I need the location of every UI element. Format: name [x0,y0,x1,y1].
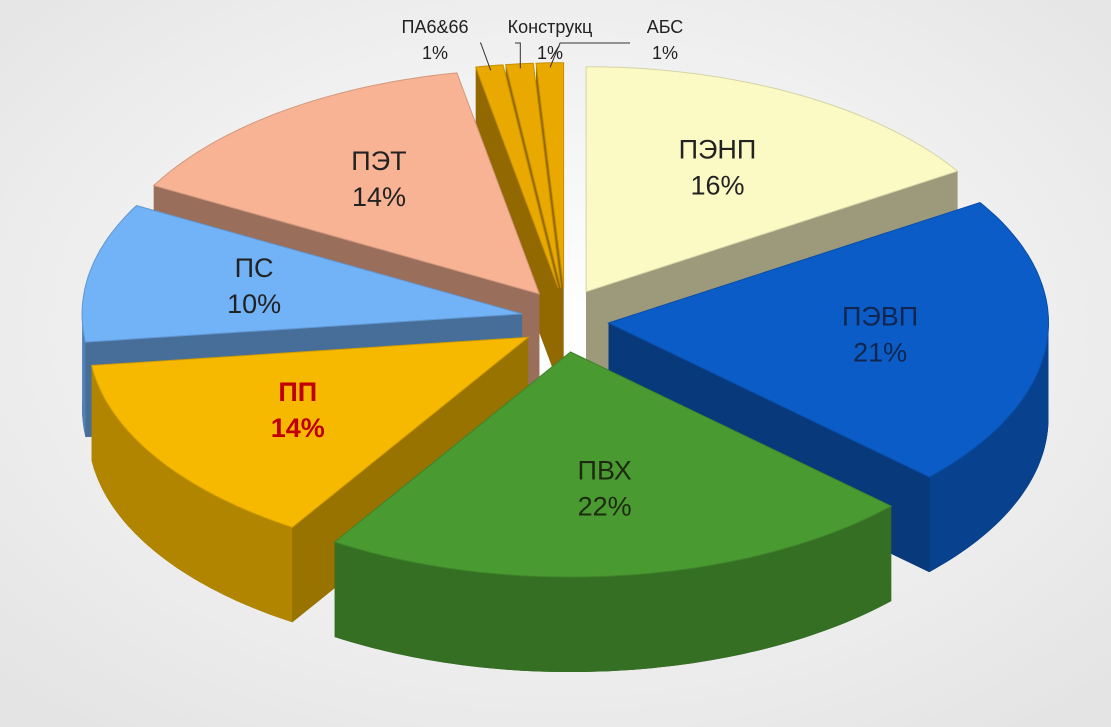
value-label: 1% [537,43,563,63]
value-label: 10% [227,289,281,319]
value-label: 14% [352,182,406,212]
slice-wall [82,313,86,438]
slice-label: ПВХ [578,456,632,486]
slice [90,336,530,528]
slice [607,201,1049,478]
slice-label: ПЭВП [842,301,918,331]
value-label: 21% [853,337,907,367]
slice [333,351,893,578]
slice-label: ПЭТ [351,146,406,176]
slice-label: ПП [278,377,317,407]
value-label: 16% [690,171,744,201]
leader-line [480,42,492,71]
slice-label: АБС [647,17,684,37]
slice-wall [929,323,1049,573]
value-label: 22% [578,492,632,522]
slice-wall [334,506,892,672]
slice-wall [91,365,293,623]
slice [585,66,959,293]
slice-label: ПА6&66 [402,17,469,37]
value-label: 1% [652,43,678,63]
slice-label: ПЭНП [679,135,757,165]
leader-line [549,42,630,68]
value-label: 1% [422,43,448,63]
leader-line [515,42,521,69]
slice [505,62,562,288]
slice [152,72,541,295]
slice-label: ПС [235,253,274,283]
value-label: 14% [271,413,325,443]
slice-label: Конструкц [508,17,593,37]
slice [535,62,565,288]
slice [81,205,523,343]
